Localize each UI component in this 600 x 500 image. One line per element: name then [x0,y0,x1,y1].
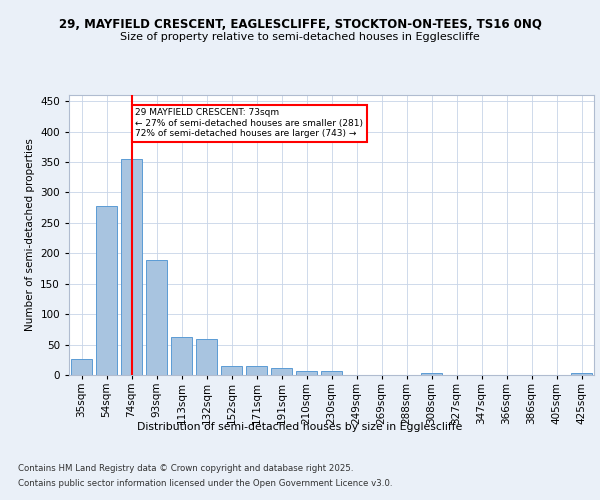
Text: 29, MAYFIELD CRESCENT, EAGLESCLIFFE, STOCKTON-ON-TEES, TS16 0NQ: 29, MAYFIELD CRESCENT, EAGLESCLIFFE, STO… [59,18,541,30]
Bar [271,368,292,375]
Y-axis label: Number of semi-detached properties: Number of semi-detached properties [25,138,35,332]
Bar [96,206,117,375]
Bar [246,366,267,375]
Text: Contains public sector information licensed under the Open Government Licence v3: Contains public sector information licen… [18,479,392,488]
Bar [171,336,192,375]
Bar [196,339,217,375]
Text: 29 MAYFIELD CRESCENT: 73sqm
← 27% of semi-detached houses are smaller (281)
72% : 29 MAYFIELD CRESCENT: 73sqm ← 27% of sem… [135,108,363,138]
Text: Distribution of semi-detached houses by size in Egglescliffe: Distribution of semi-detached houses by … [137,422,463,432]
Bar [321,372,342,375]
Bar [146,260,167,375]
Text: Size of property relative to semi-detached houses in Egglescliffe: Size of property relative to semi-detach… [120,32,480,42]
Bar [421,373,442,375]
Bar [121,159,142,375]
Bar [221,366,242,375]
Bar [296,372,317,375]
Text: Contains HM Land Registry data © Crown copyright and database right 2025.: Contains HM Land Registry data © Crown c… [18,464,353,473]
Bar [71,358,92,375]
Bar [571,372,592,375]
